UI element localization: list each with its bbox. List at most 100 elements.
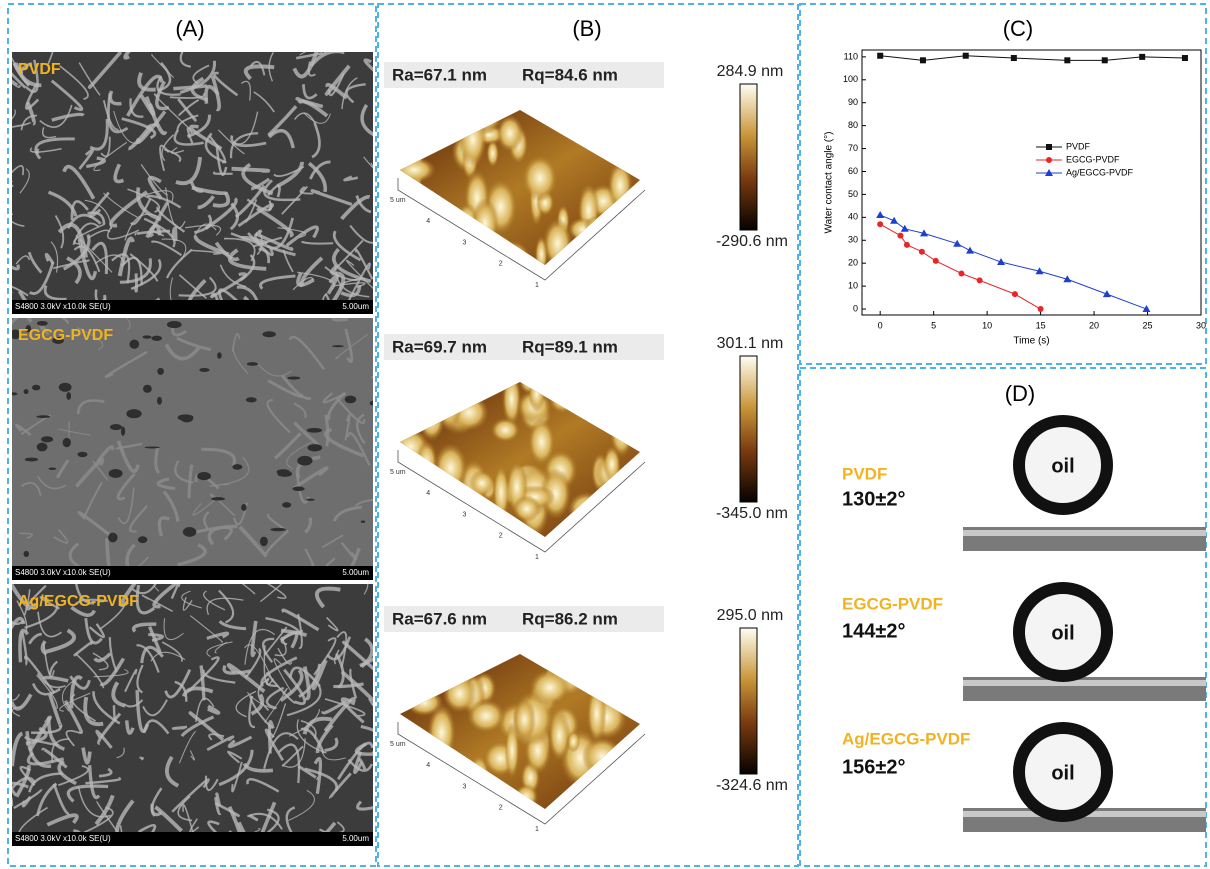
afm-axis-tick: 4 [426,762,430,769]
figure: (A) (B) (C) (D) S4800 3.0kV x10.0k SE(U)… [0,0,1210,869]
sem-pore [129,339,139,348]
scale-max: 301.1 nm [717,335,784,352]
sample-label: EGCG-PVDF [842,594,943,613]
afm-peak [587,684,606,744]
sem-fiber [6,214,13,227]
panel-label: (B) [572,16,601,41]
marker [901,225,909,232]
x-tick-label: 10 [982,320,992,330]
afm-peak [405,689,443,716]
x-tick-label: 30 [1196,320,1206,330]
marker [1012,291,1018,297]
afm-peak [493,464,510,520]
y-axis-title: Water contact angle (°) [824,131,835,233]
sem-pore [247,362,258,366]
contact-angle: 130±2° [842,488,905,510]
afm-peak [599,238,642,262]
sem-pore [25,458,38,462]
sem-pore [41,436,53,442]
afm-axis-tick: 1 [535,554,539,561]
x-tick-label: 5 [931,320,936,330]
afm-peak [603,445,621,483]
sem-pore [49,468,57,470]
sem-pore [292,487,304,492]
legend-label: Ag/EGCG-PVDF [1066,167,1134,177]
marker [963,53,969,59]
afm-axis-tick: 3 [463,783,467,790]
color-bar [740,84,757,230]
x-tick-label: 20 [1089,320,1099,330]
marker [1011,55,1017,61]
sem-fiber [0,184,13,187]
marker [919,249,925,255]
sem-pore [232,464,242,470]
sem-fiber [135,273,136,291]
sem-pore [143,335,152,338]
sem-pore [262,331,276,337]
sem-pore [157,368,164,375]
x-axis-title: Time (s) [1013,336,1049,347]
panel-label: (A) [175,16,204,41]
marker [1102,57,1108,63]
sem-pore [332,345,344,347]
afm-peak [405,179,420,204]
marker [997,258,1005,265]
afm-peak [542,364,578,401]
sem-pore [108,533,117,543]
y-tick-label: 100 [843,74,858,84]
y-tick-label: 60 [848,166,858,176]
y-tick-label: 0 [853,303,858,313]
y-tick-label: 10 [848,280,858,290]
sem-pore [297,456,312,466]
sem-pore [217,352,221,359]
legend-marker [1046,144,1052,150]
sem-pore [37,321,48,326]
afm-axis-tick: 1 [535,826,539,833]
y-tick-label: 50 [848,189,858,199]
panel-label: (D) [1005,381,1036,406]
afm-peak [402,649,430,689]
sem-pore [282,502,291,508]
sem-fiber [232,169,269,171]
afm-peak [417,769,459,789]
afm-peak [584,215,621,236]
afm-axis-tick: 2 [499,805,503,812]
marker [897,233,903,239]
sem-pore [183,527,197,537]
sem-pore [157,397,162,405]
ra-value: Ra=69.7 nm [392,337,487,356]
sem-pore [246,397,257,402]
y-tick-label: 90 [848,97,858,107]
sem-pore [345,396,357,404]
afm-peak [559,790,575,814]
ra-value: Ra=67.1 nm [392,65,487,84]
sem-pore [151,336,162,341]
afm-axis-tick: 3 [463,239,467,246]
sem-pore [199,368,209,372]
afm-peak [513,699,536,741]
marker [1142,305,1150,312]
sem-fiber [173,727,187,729]
droplet: oilPVDF130±2° [842,421,1206,551]
afm-peak [609,214,645,267]
afm-peak [562,119,596,140]
afm-peak [589,770,614,792]
sem-pore [270,528,286,531]
sem-pore [145,446,160,448]
afm-peak [543,218,573,270]
y-tick-label: 110 [844,51,858,61]
afm-map: Ra=69.7 nmRq=89.1 nm5 um4321301.1 nm-345… [384,334,788,561]
afm-map: Ra=67.6 nmRq=86.2 nm5 um4321295.0 nm-324… [384,606,788,833]
sample-label: PVDF [18,61,61,78]
scale-max: 284.9 nm [717,63,784,80]
sem-image: S4800 3.0kV x10.0k SE(U)5.00umEGCG-PVDF [6,302,390,603]
contact-angle: 144±2° [842,620,905,642]
sem-pore [109,469,123,478]
sem-image: S4800 3.0kV x10.0k SE(U)5.00umPVDF [0,19,396,341]
y-tick-label: 40 [848,212,858,222]
x-tick-label: 0 [878,320,883,330]
sem-pore [287,376,300,379]
afm-peak [582,737,623,777]
afm-axis-tick: 2 [499,533,503,540]
afm-peak [403,207,430,255]
